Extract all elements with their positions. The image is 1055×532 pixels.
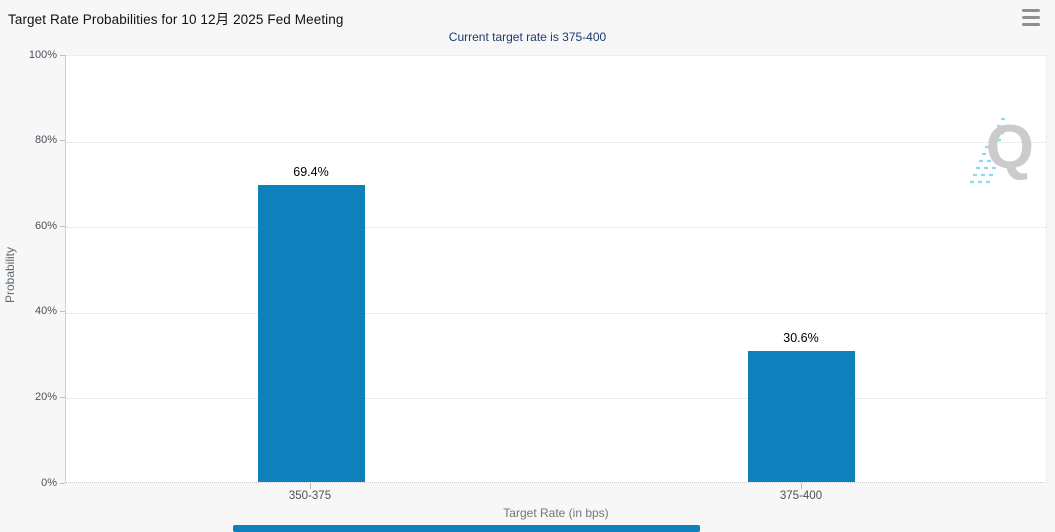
y-tick-label-60: 60% bbox=[34, 220, 57, 232]
y-tick-label-20: 20% bbox=[34, 391, 57, 403]
y-tick-label-100: 100% bbox=[28, 49, 57, 61]
plot-area: Q 69.4% 30.6% bbox=[65, 55, 1047, 483]
gridline-20 bbox=[66, 398, 1046, 400]
x-category-label-375-400: 375-400 bbox=[779, 490, 823, 502]
bar-rect bbox=[257, 185, 365, 482]
bar-value-label: 69.4% bbox=[293, 165, 329, 179]
horizontal-scrollbar-thumb[interactable] bbox=[233, 525, 700, 532]
y-axis-tick-mark bbox=[60, 483, 65, 484]
gridline-60 bbox=[66, 227, 1046, 229]
y-axis-tick-mark bbox=[60, 397, 65, 398]
y-tick-label-80: 80% bbox=[34, 134, 57, 146]
y-tick-label-0: 0% bbox=[41, 477, 57, 489]
bar-350-375[interactable]: 69.4% bbox=[257, 165, 365, 482]
y-axis-tick-mark bbox=[60, 140, 65, 141]
x-axis-title: Target Rate (in bps) bbox=[503, 506, 609, 520]
y-axis-tick-mark bbox=[60, 55, 65, 56]
bar-rect bbox=[747, 351, 855, 482]
x-axis-tick-mark bbox=[310, 483, 311, 489]
quikstrike-logo-icon: Q bbox=[968, 114, 1040, 188]
y-axis-tick-mark bbox=[60, 226, 65, 227]
x-axis-tick-mark bbox=[801, 483, 802, 489]
y-axis-tick-mark bbox=[60, 311, 65, 312]
bar-375-400[interactable]: 30.6% bbox=[747, 331, 855, 482]
bar-value-label: 30.6% bbox=[783, 331, 819, 345]
gridline-40 bbox=[66, 312, 1046, 314]
chart-menu-button[interactable] bbox=[1022, 9, 1042, 26]
gridline-80 bbox=[66, 141, 1046, 143]
y-axis-title: Probability bbox=[3, 246, 17, 304]
page-title: Target Rate Probabilities for 10 12月 202… bbox=[8, 12, 344, 27]
y-tick-label-40: 40% bbox=[34, 305, 57, 317]
chart-subtitle: Current target rate is 375-400 bbox=[448, 30, 607, 44]
watermark-q-letter: Q bbox=[985, 113, 1034, 182]
x-category-label-350-375: 350-375 bbox=[288, 490, 332, 502]
